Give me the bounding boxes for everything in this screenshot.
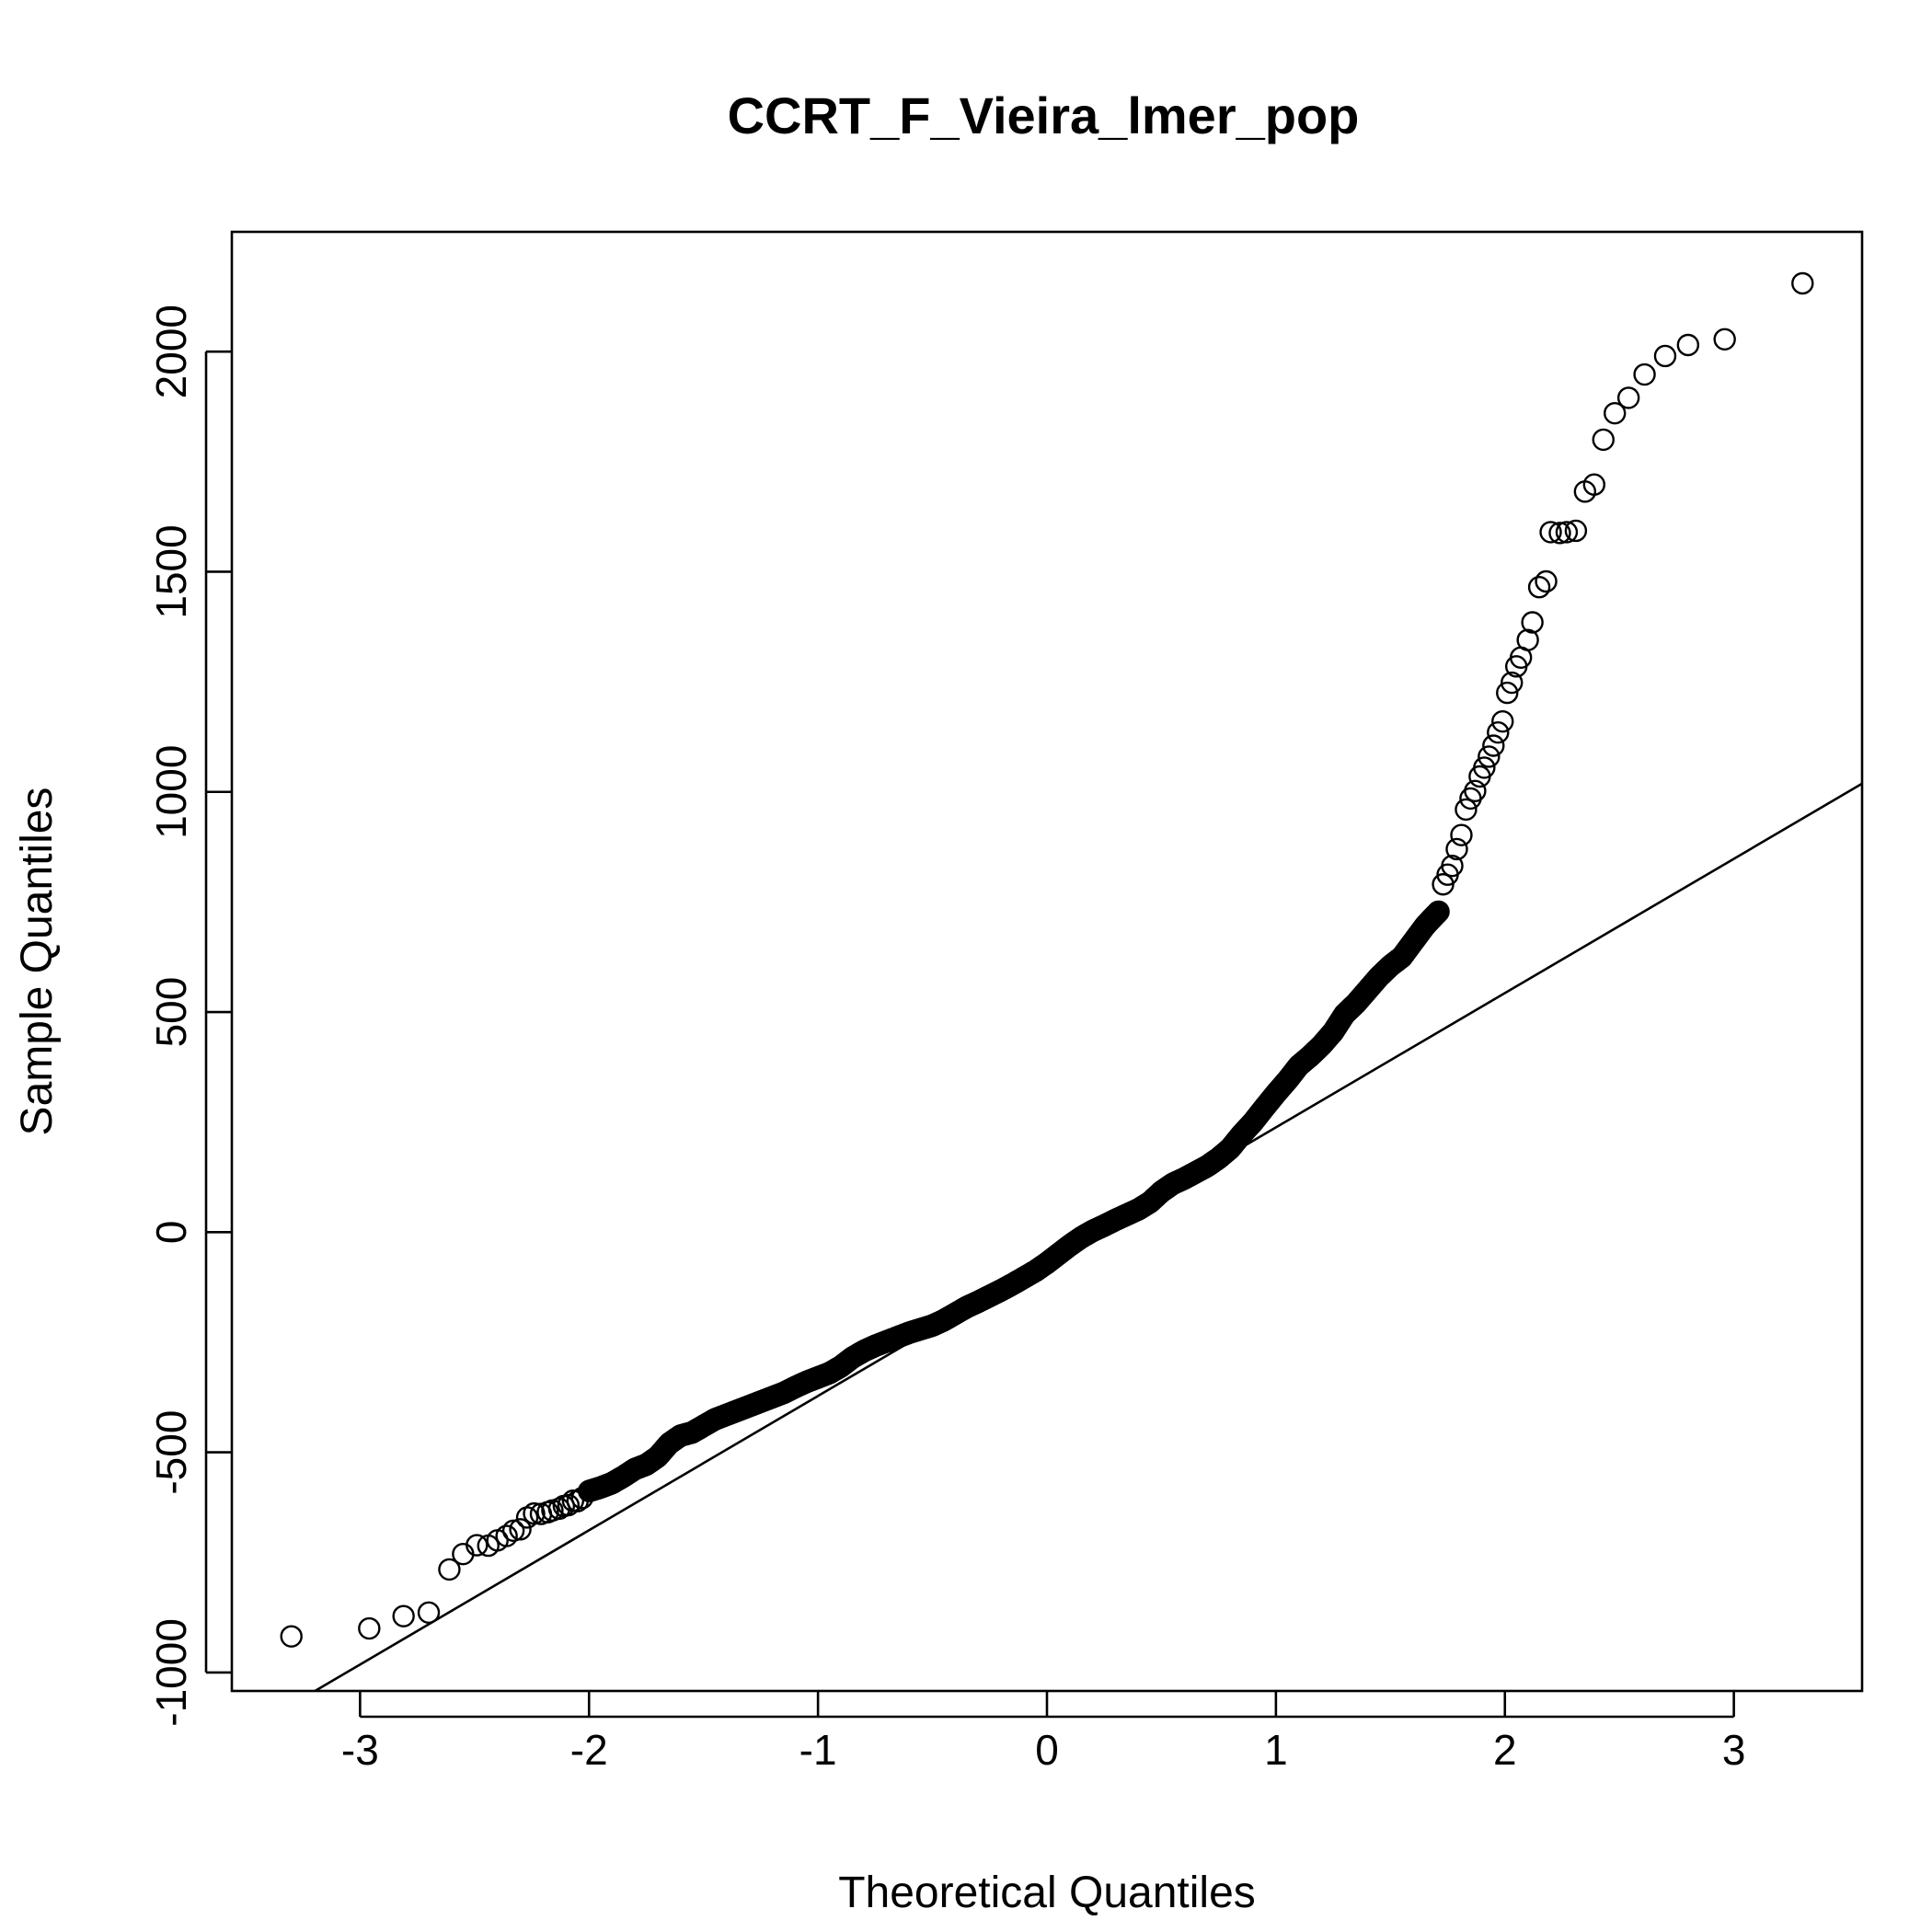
data-point [495,1524,518,1547]
y-tick-label: -500 [147,1410,195,1495]
y-tick-label: 2000 [147,305,195,398]
data-point [1548,522,1571,545]
data-point [1516,628,1539,651]
y-tick-label: 1500 [147,524,195,618]
data-point [392,1604,415,1627]
data-point [466,1534,489,1557]
data-point [1616,386,1640,409]
chart-title: CCRT_F_Vieira_lmer_pop [728,86,1360,144]
data-point [1521,611,1544,634]
x-tick-label: 3 [1722,1726,1746,1774]
y-tick-label: 0 [147,1221,195,1245]
data-point [1478,745,1501,768]
data-point [1604,401,1627,425]
data-point [1791,271,1814,295]
data-point [1592,428,1615,452]
x-tick-label: 1 [1264,1726,1288,1774]
data-point [1496,681,1519,705]
data-point [1633,362,1656,386]
x-tick-label: -3 [341,1726,379,1774]
plot-frame [230,230,1864,1693]
y-tick-label: 500 [147,977,195,1048]
data-point [1539,521,1562,544]
data-point [1555,521,1579,544]
data-point [1501,671,1524,695]
data-point [280,1625,303,1648]
y-tick-label: -1000 [147,1618,195,1727]
x-tick-label: -1 [799,1726,837,1774]
data-point [1441,854,1464,878]
data-point [417,1601,441,1625]
x-axis: -3 -2 -1 0 1 2 3 [341,1691,1746,1774]
data-point [1535,569,1558,593]
data-point [1582,473,1606,496]
data-point [1473,756,1496,779]
data-point [1564,519,1588,543]
data-point [1676,333,1700,357]
data-point [1464,779,1487,802]
data-point [1445,837,1468,861]
x-axis-label: Theoretical Quantiles [838,1869,1256,1917]
data-point [1713,328,1736,351]
data-point [1482,734,1505,757]
data-point [1455,798,1478,822]
x-tick-label: -2 [570,1726,608,1774]
data-point [1459,787,1482,811]
data-point [1491,709,1514,733]
data-point [1653,344,1677,368]
data-point [509,1518,532,1541]
data-point [1527,576,1551,599]
data-point [523,1501,546,1525]
data-point [438,1558,461,1581]
data-point [1487,720,1510,744]
data-point [1427,900,1450,924]
data-point [1450,823,1473,846]
y-axis: -1000 -500 0 500 1000 1500 2000 [147,305,232,1727]
y-tick-label: 1000 [147,745,195,839]
y-axis-label: Sample Quantiles [13,788,62,1136]
x-tick-label: 0 [1035,1726,1059,1774]
x-tick-label: 2 [1493,1726,1517,1774]
data-points [280,271,1814,1648]
data-point [358,1616,381,1640]
